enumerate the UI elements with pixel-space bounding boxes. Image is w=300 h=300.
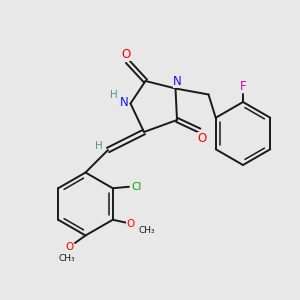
Text: O: O — [197, 131, 206, 145]
Text: Cl: Cl — [132, 182, 142, 192]
Text: O: O — [126, 219, 134, 229]
Text: O: O — [66, 242, 74, 253]
Text: H: H — [95, 141, 103, 152]
Text: N: N — [119, 95, 128, 109]
Text: F: F — [240, 80, 246, 93]
Text: N: N — [172, 75, 182, 88]
Text: H: H — [110, 90, 118, 100]
Text: O: O — [122, 47, 130, 61]
Text: CH₃: CH₃ — [138, 226, 155, 235]
Text: CH₃: CH₃ — [58, 254, 75, 263]
